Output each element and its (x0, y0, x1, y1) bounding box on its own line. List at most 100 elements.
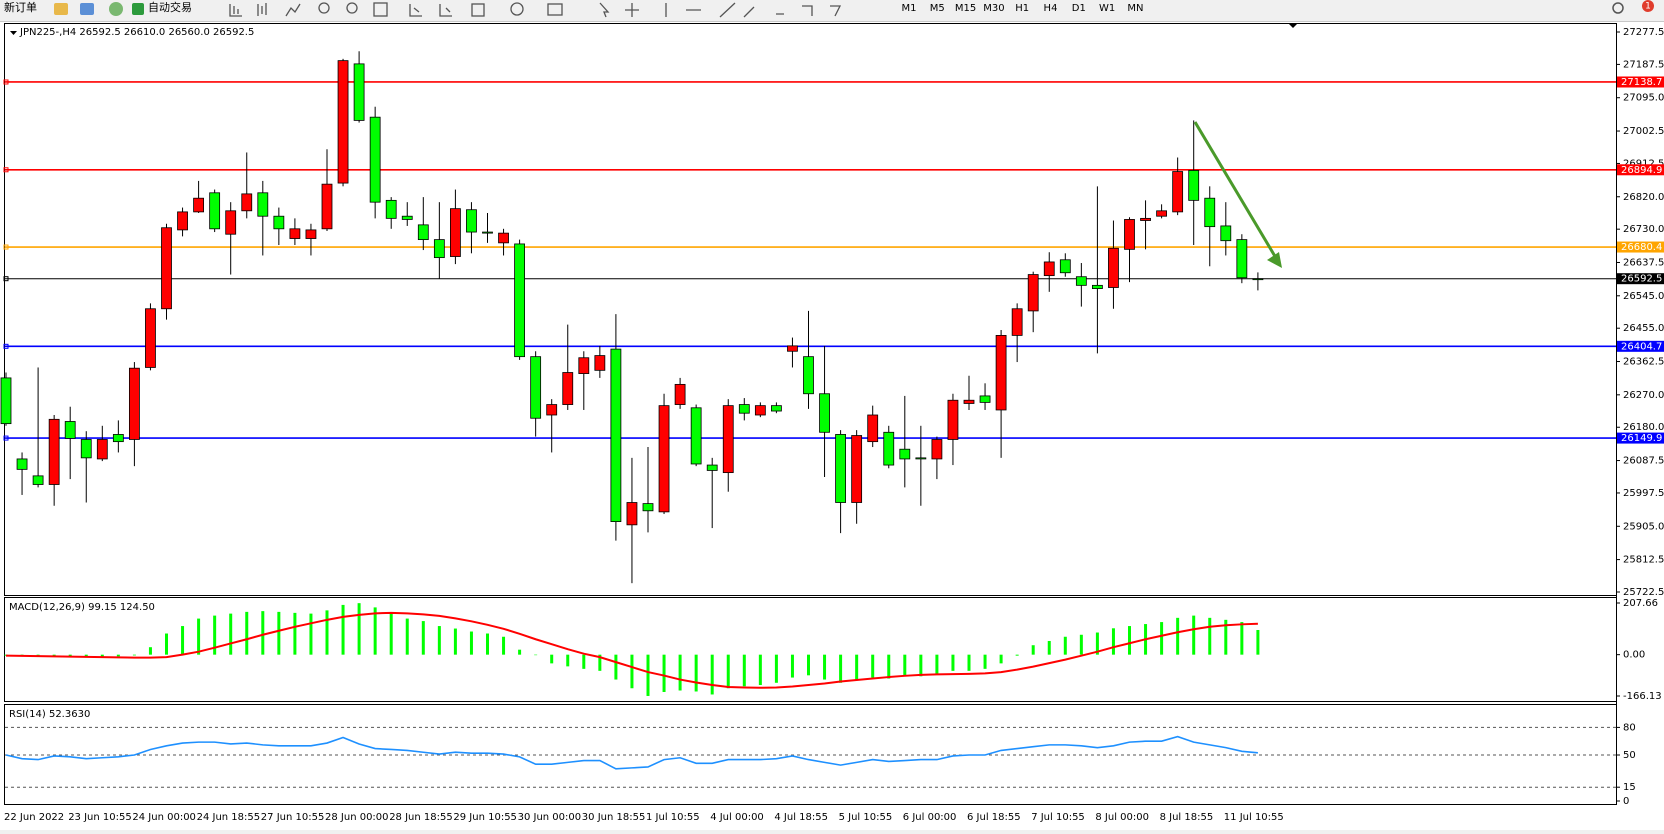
macd-bar (389, 613, 393, 655)
macd-bar (598, 654, 602, 671)
macd-bar (1095, 632, 1099, 655)
y-tick-label: 25905.0 (1623, 521, 1664, 532)
timeframe-button[interactable]: H4 (1044, 3, 1058, 14)
y-tick-label: 26455.0 (1623, 323, 1664, 334)
candle-body (642, 503, 654, 512)
macd-bar (855, 654, 859, 680)
candle-body (915, 457, 927, 460)
macd-bar (229, 613, 233, 655)
icon[interactable] (80, 3, 94, 15)
candle-body (578, 357, 590, 374)
y-tick-label: 26637.5 (1623, 257, 1664, 268)
timeframe-button[interactable]: H1 (1015, 3, 1029, 14)
toolbar-bg (0, 0, 1664, 22)
new-order-button[interactable]: 新订单 (4, 0, 37, 14)
macd-bar (261, 611, 265, 655)
candle-body (1011, 308, 1023, 336)
level-label-bg (1617, 76, 1664, 88)
macd-bar (678, 654, 682, 691)
candle-body (1252, 278, 1264, 281)
candle-body (80, 439, 92, 459)
candle-body (819, 393, 830, 433)
candle-body (690, 407, 702, 465)
icon[interactable] (471, 3, 485, 17)
candle-body (867, 414, 879, 443)
chart-bg (0, 22, 1664, 830)
x-tick-label: 29 Jun 10:55 (453, 812, 517, 823)
macd-bar (502, 636, 506, 655)
icon[interactable] (257, 3, 267, 16)
candle-body (241, 193, 253, 212)
icon[interactable] (439, 4, 452, 17)
icon[interactable] (109, 2, 123, 16)
auto-trading-icon[interactable] (132, 3, 144, 15)
candle-body (1108, 247, 1119, 288)
macd-bar (534, 654, 538, 656)
macd-bar (630, 654, 634, 689)
icon[interactable] (599, 2, 842, 18)
timeframe-button[interactable]: M1 (902, 3, 917, 14)
macd-bar (823, 654, 827, 680)
icon[interactable] (285, 3, 301, 17)
y-tick-label: 27095.0 (1623, 93, 1664, 104)
candle-body (321, 183, 333, 230)
macd-bar (421, 621, 425, 655)
x-tick-label: 27 Jun 10:55 (261, 812, 325, 823)
icon[interactable] (409, 4, 422, 17)
candle-body (1027, 274, 1039, 312)
macd-bar (566, 654, 570, 667)
level-label-bg (1617, 340, 1664, 352)
candle-body (562, 372, 574, 405)
macd-bar (1160, 622, 1164, 655)
macd-bar (437, 626, 441, 655)
badge-count: 1 (1645, 2, 1651, 12)
candle-body (1092, 284, 1103, 289)
chart-title: JPN225-,H4 26592.5 26610.0 26560.0 26592… (19, 27, 254, 38)
macd-bar (1015, 654, 1019, 656)
candle-body (369, 116, 381, 203)
timeframe-button[interactable]: MN (1127, 3, 1143, 14)
icon[interactable] (547, 3, 563, 16)
icon[interactable] (373, 2, 388, 17)
icon[interactable] (318, 2, 330, 14)
timeframe-button[interactable]: M5 (930, 3, 945, 14)
y-tick-label: 25812.5 (1623, 555, 1664, 566)
macd-bar (1063, 636, 1067, 655)
level-label-bg (1617, 273, 1664, 285)
candle-body (128, 367, 140, 440)
macd-bar (357, 603, 361, 655)
auto-trading-button[interactable]: 自动交易 (148, 0, 192, 14)
timeframe-button[interactable]: M15 (955, 3, 976, 14)
macd-bar (967, 654, 971, 671)
macd-bar (148, 647, 152, 655)
candle-body (498, 232, 509, 244)
macd-bar (662, 654, 666, 692)
icon[interactable] (346, 2, 358, 14)
search-icon[interactable] (1612, 2, 1624, 14)
macd-bar (1256, 629, 1260, 655)
candle-body (417, 224, 429, 241)
candle-body (305, 229, 317, 239)
macd-bar (983, 654, 987, 669)
icon[interactable] (229, 4, 242, 17)
timeframe-button[interactable]: M30 (983, 3, 1004, 14)
macd-bar (614, 654, 618, 680)
candle-body (835, 434, 846, 503)
timeframe-button[interactable]: W1 (1099, 3, 1115, 14)
level-handle (3, 167, 9, 173)
icon[interactable] (510, 2, 524, 16)
candle-body (482, 231, 493, 234)
icon[interactable] (54, 3, 68, 15)
timeframe-button[interactable]: D1 (1072, 3, 1086, 14)
candle-body (64, 421, 76, 439)
badge[interactable] (1642, 0, 1654, 12)
tool-icons[interactable] (229, 2, 842, 18)
rsi-line (5, 735, 1258, 770)
macd-bar (951, 654, 955, 671)
candle-body (722, 405, 734, 474)
candle-body (626, 502, 638, 526)
x-tick-label: 6 Jul 18:55 (967, 812, 1021, 823)
candle-body (787, 345, 798, 352)
candle-body (1140, 217, 1151, 221)
candle-body (738, 404, 750, 414)
